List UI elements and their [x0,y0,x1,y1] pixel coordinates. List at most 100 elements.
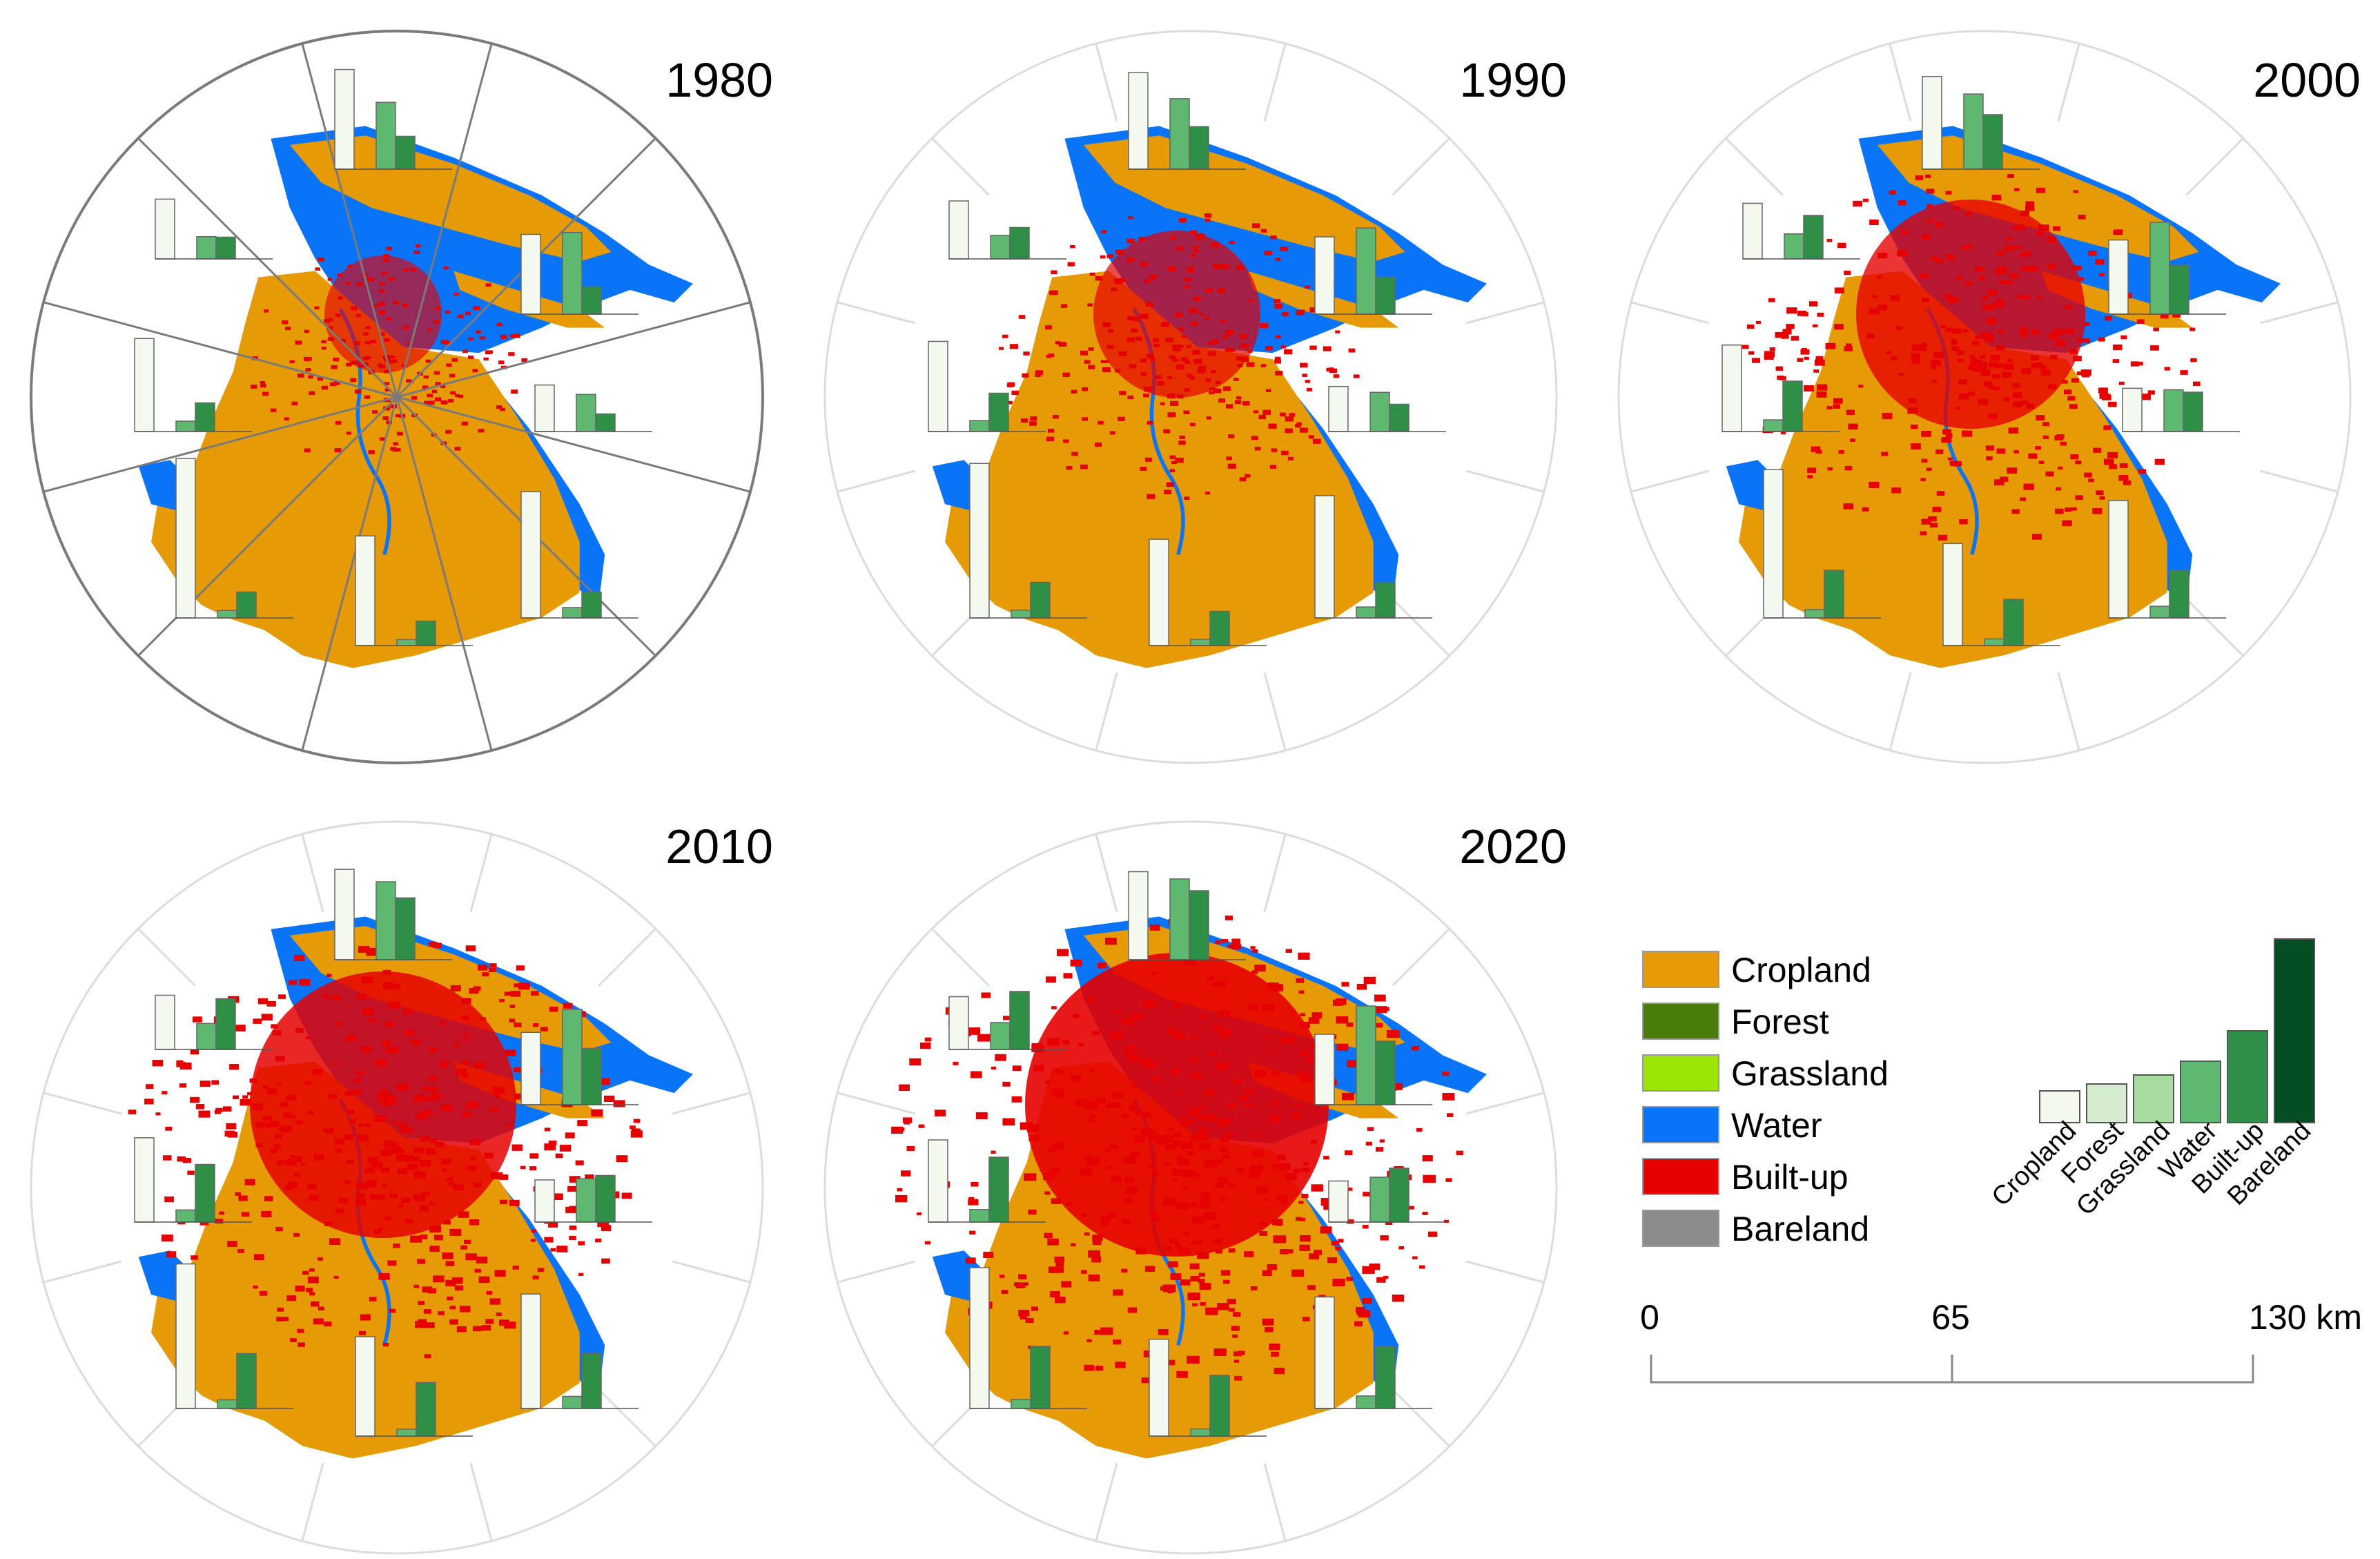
sector-line [837,301,916,325]
sector-bar-chart [520,491,638,619]
sector-line [1889,672,1912,751]
sector-bar [1030,1346,1051,1409]
bareland-swatch [1642,1210,1719,1247]
sector-bar [1356,227,1376,315]
sector-bar [1209,1375,1230,1437]
sector-bar-chart [1149,1339,1267,1437]
sector-bar-chart [948,991,1066,1050]
sector-bar-chart [928,1139,1046,1223]
legend-item-forest: Forest [1642,1003,1829,1041]
sector-bar [1011,609,1031,619]
sector-bar [2169,264,2189,315]
sector-bar [520,1293,541,1409]
sector-bar [2149,606,2170,619]
sector-bar [217,610,237,619]
sector-bar [581,1353,602,1409]
sector-bar [534,384,555,432]
sector-bar-chart [928,340,1046,432]
sector-bar-chart [175,458,293,619]
sector-bar-chart [969,463,1087,619]
sector-bar-chart [1128,72,1246,170]
sector-bar [215,236,236,260]
sector-bar [375,101,396,170]
sector-bar-chart [1942,543,2060,646]
sector-bar [520,491,541,619]
sector-bar [1824,570,1844,619]
sector-bar-chart [355,1336,473,1437]
sector-bar [562,1009,583,1105]
sector-bar [334,869,355,960]
sector-line [396,396,493,751]
sector-bar [2183,391,2203,432]
sector-line [1095,1462,1118,1542]
sector-ring [1617,30,2352,764]
map-panel-2010: 2010 [30,820,773,1555]
water-swatch [1642,1106,1719,1143]
grassland-swatch [1642,1054,1719,1092]
sector-bar [1984,638,2005,646]
sector-line [1630,301,1710,325]
sector-bar [1369,1176,1390,1223]
sector-bar [1375,1040,1396,1105]
sector-bar [355,1336,375,1437]
sector-line [469,1462,493,1542]
year-label: 2020 [1459,820,1567,873]
sector-bar [595,413,616,432]
sector-bar [134,338,155,432]
sector-bar [1189,126,1209,170]
sector-bar [1314,1296,1335,1409]
sector-bar-chart [334,869,452,960]
sector-bar [217,1399,237,1409]
bar-key-water [2180,1061,2221,1123]
sector-bar [1128,871,1149,960]
year-label: 1980 [665,53,773,107]
sector-bar-chart [1742,202,1860,260]
sector-bar [2169,570,2189,619]
sector-bar [1804,609,1825,619]
sector-line [43,1260,122,1284]
sector-line [672,1260,751,1284]
sector-bar [196,1023,217,1050]
sector-bar [1721,344,1742,432]
sector-bar [595,1174,616,1223]
sector-bar [581,591,602,619]
legend-label-forest: Forest [1731,1003,1829,1041]
sector-bar [196,236,217,260]
sector-bar [990,235,1011,260]
sector-bar [2122,387,2143,432]
sector-bar-chart [1314,495,1432,619]
sector-bar [1149,539,1169,646]
forest-swatch [1642,1003,1719,1040]
sector-bar [948,200,969,260]
sector-bar [1189,890,1209,960]
sector-bar-chart [155,198,273,260]
sector-bar [969,1209,990,1223]
sector-line [1465,1260,1545,1284]
sector-line [301,43,398,398]
sector-bar [1763,419,1784,432]
sector-line [2057,672,2080,751]
shanghai-map [933,126,1487,668]
sector-bar-chart [1328,385,1446,432]
sector-line [837,1092,916,1115]
sector-bar [375,881,396,960]
sector-bar [1963,93,1984,170]
sector-line [1725,137,1784,196]
scale-tick-0: 0 [1640,1298,1659,1337]
sector-bar [355,535,375,646]
map-panel-1990: 1990 [823,30,1567,764]
scale-tick-130: 130 km [2249,1298,2362,1337]
map-panel-2020: 2020 [823,820,1567,1555]
sector-line [43,396,398,493]
sector-line [837,1260,916,1284]
sector-ring [823,820,1558,1555]
sector-bar [2163,389,2184,432]
sector-bar [1190,639,1211,646]
sector-bar [928,1139,948,1223]
sector-bar-chart [1314,1005,1432,1105]
sector-line [598,1388,656,1447]
sector-line [1263,672,1287,751]
sector-line [1392,928,1450,987]
sector-bar-chart [134,1137,252,1223]
